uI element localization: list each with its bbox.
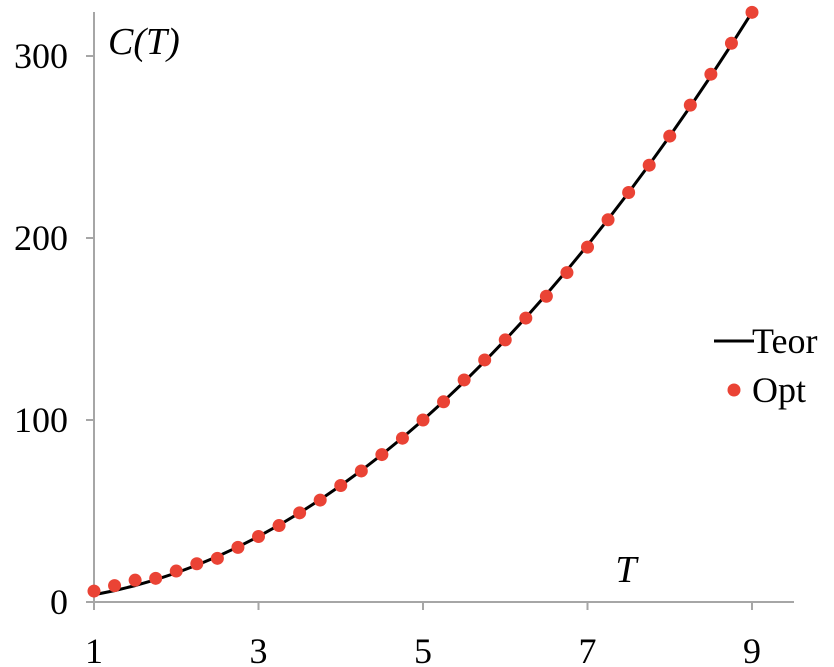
data-point-opt [128, 573, 142, 587]
data-point-opt [560, 266, 574, 280]
data-point-opt [375, 448, 389, 462]
data-point-opt [354, 464, 368, 478]
data-point-opt [437, 395, 451, 409]
x-tick-label: 1 [85, 631, 103, 667]
data-point-opt [190, 557, 204, 571]
series-line-teor [93, 11, 754, 597]
x-tick-label: 3 [250, 631, 268, 667]
y-tick-label: 300 [14, 36, 68, 76]
data-point-opt [498, 333, 512, 347]
data-point-opt [724, 36, 738, 50]
data-point-opt [334, 479, 348, 493]
data-point-opt [210, 551, 224, 565]
data-point-opt [149, 571, 163, 585]
y-tick-label: 0 [50, 582, 68, 622]
legend-label-opt: Opt [752, 370, 806, 410]
y-tick-labels: 0 100 200 300 [14, 36, 68, 622]
data-point-opt [169, 564, 183, 578]
data-point-opt [231, 540, 245, 554]
y-tick-label: 200 [14, 218, 68, 258]
data-point-opt [581, 240, 594, 254]
data-point-opt [416, 413, 430, 427]
data-point-opt [87, 584, 101, 598]
data-point-opt [745, 5, 759, 19]
data-point-opt [642, 158, 656, 172]
x-tick-label: 9 [743, 631, 761, 667]
x-tick-label: 5 [414, 631, 432, 667]
data-point-opt [108, 579, 122, 593]
data-point-opt [704, 67, 718, 81]
plot-area [87, 5, 759, 598]
legend-label-teor: Teor [752, 321, 817, 361]
y-axis-label: C(T) [108, 21, 180, 63]
data-point-opt [663, 129, 677, 143]
data-point-opt [539, 289, 553, 303]
legend-swatch-opt [727, 383, 741, 397]
x-tick-labels: 1 3 5 7 9 [85, 631, 761, 667]
data-point-opt [252, 529, 265, 543]
data-point-opt [478, 353, 492, 367]
data-point-opt [683, 98, 697, 112]
x-axis-label: T [615, 549, 639, 591]
data-point-opt [313, 493, 327, 507]
data-point-opt [272, 519, 286, 533]
axes [86, 12, 794, 610]
data-point-opt [395, 431, 409, 445]
data-point-opt [622, 186, 636, 199]
data-point-opt [519, 311, 533, 325]
legend: Teor Opt [714, 321, 817, 410]
data-point-opt [293, 506, 307, 520]
data-point-opt [457, 373, 471, 387]
data-point-opt [601, 213, 615, 227]
y-tick-label: 100 [14, 400, 68, 440]
x-tick-label: 7 [579, 631, 597, 667]
